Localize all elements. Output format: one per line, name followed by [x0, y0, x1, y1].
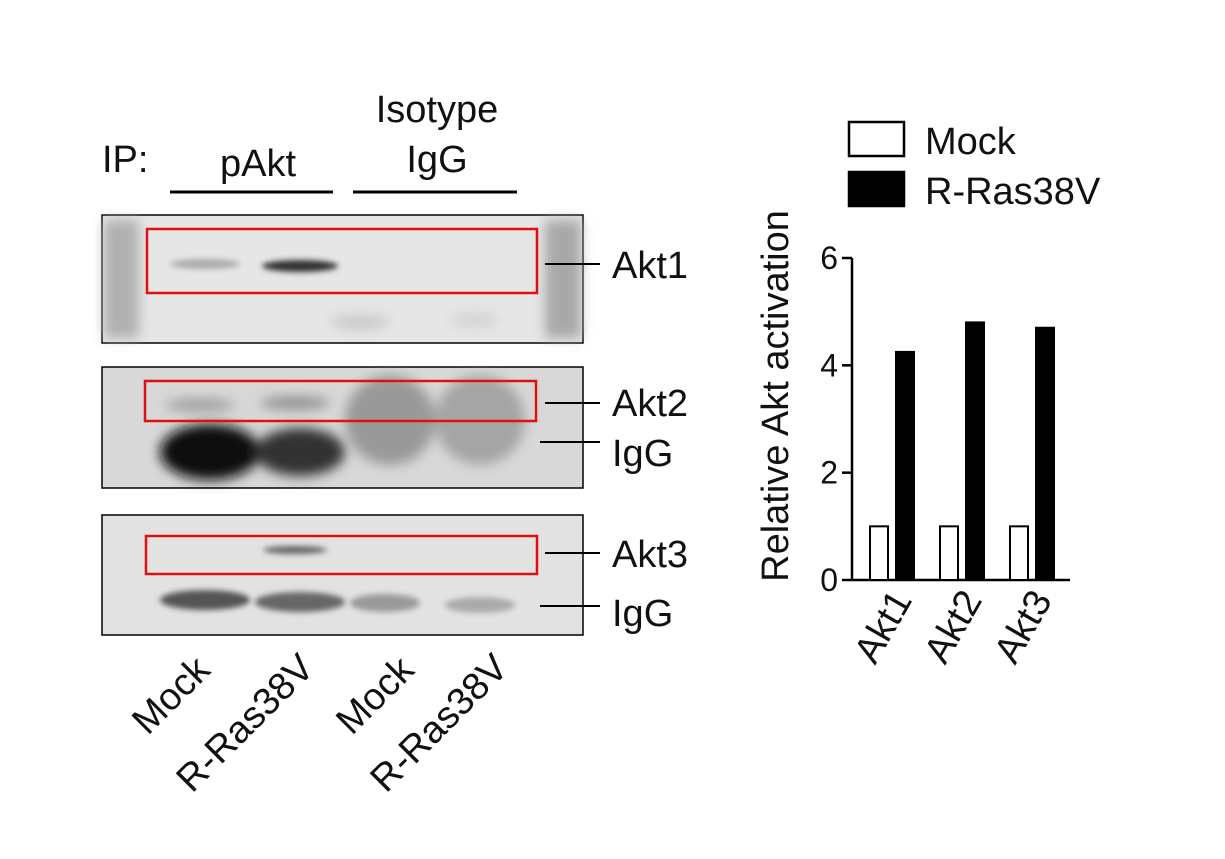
- lane-label: Mock: [124, 648, 219, 743]
- group-label: Isotype: [376, 89, 499, 131]
- y-tick-label: 0: [820, 562, 838, 598]
- bar: [1009, 525, 1029, 581]
- band-label: Akt3: [612, 534, 688, 576]
- x-tick-label: Akt2: [916, 584, 990, 671]
- band-label: IgG: [612, 593, 673, 635]
- blot-panel: [101, 514, 584, 636]
- band-label: IgG: [612, 433, 673, 475]
- band-label: Akt2: [612, 383, 688, 425]
- bar: [965, 321, 985, 581]
- group-label: IgG: [406, 139, 467, 181]
- y-tick-label: 2: [820, 455, 838, 491]
- legend-label: Mock: [925, 121, 1017, 163]
- x-tick-label: Akt3: [986, 584, 1060, 671]
- ip-label: IP:: [102, 139, 148, 181]
- y-axis-label: Relative Akt activation: [755, 210, 797, 582]
- y-tick-label: 4: [820, 347, 838, 383]
- legend-swatch: [847, 120, 906, 158]
- band-pointers: [540, 263, 600, 607]
- legend-label: R-Ras38V: [925, 171, 1101, 213]
- bar: [869, 525, 889, 581]
- group-label: pAkt: [220, 143, 296, 185]
- bar: [895, 350, 915, 581]
- band-label: Akt1: [612, 245, 688, 287]
- x-tick-label: Akt1: [846, 584, 920, 671]
- blot-panel: [101, 366, 584, 489]
- legend-swatch: [847, 170, 906, 208]
- bar: [1035, 326, 1055, 581]
- blot-panel: [101, 214, 584, 344]
- bar: [939, 525, 959, 581]
- y-tick-label: 6: [820, 240, 838, 276]
